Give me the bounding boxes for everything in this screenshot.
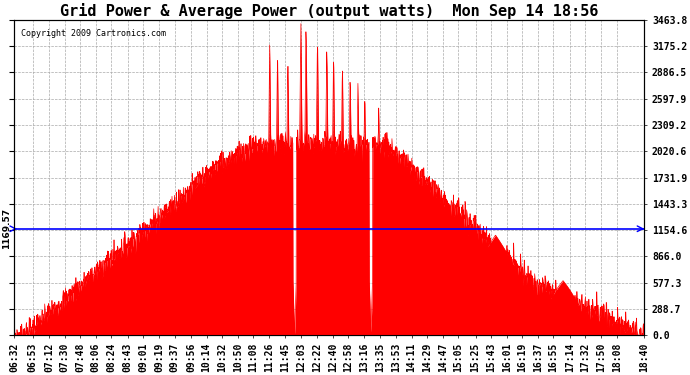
Text: 1169.57: 1169.57	[2, 208, 11, 249]
Text: Copyright 2009 Cartronics.com: Copyright 2009 Cartronics.com	[21, 29, 166, 38]
Title: Grid Power & Average Power (output watts)  Mon Sep 14 18:56: Grid Power & Average Power (output watts…	[60, 3, 599, 19]
